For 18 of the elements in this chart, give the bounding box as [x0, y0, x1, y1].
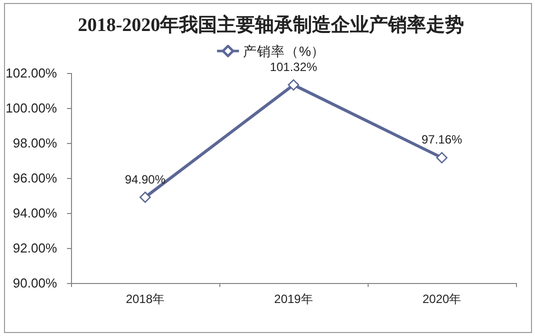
y-tick-label: 98.00%: [12, 136, 58, 150]
point: [288, 79, 300, 91]
x-tick-label: 2019年: [274, 292, 313, 306]
point: [140, 192, 151, 203]
y-tick-label: 90.00%: [12, 276, 58, 290]
data-label: 97.16%: [421, 132, 463, 147]
legend-label: 产销率（%）: [243, 44, 326, 59]
y-tick-label: 102.00%: [6, 66, 58, 80]
y-tick-label: 96.00%: [12, 170, 58, 186]
title: 2018-2020年我国主要轴承制造企业产销率走势: [78, 15, 464, 36]
data-label: 94.90%: [124, 172, 166, 186]
y-tick-label: 94.00%: [12, 206, 58, 220]
x-tick-label: 2020年: [422, 292, 462, 306]
y-tick-label: 92.00%: [12, 240, 58, 256]
y-tick-label: 100.00%: [6, 100, 58, 116]
data-label: 101.32%: [270, 60, 318, 74]
x-tick-label: 2018年: [126, 292, 165, 306]
point: [436, 152, 448, 164]
